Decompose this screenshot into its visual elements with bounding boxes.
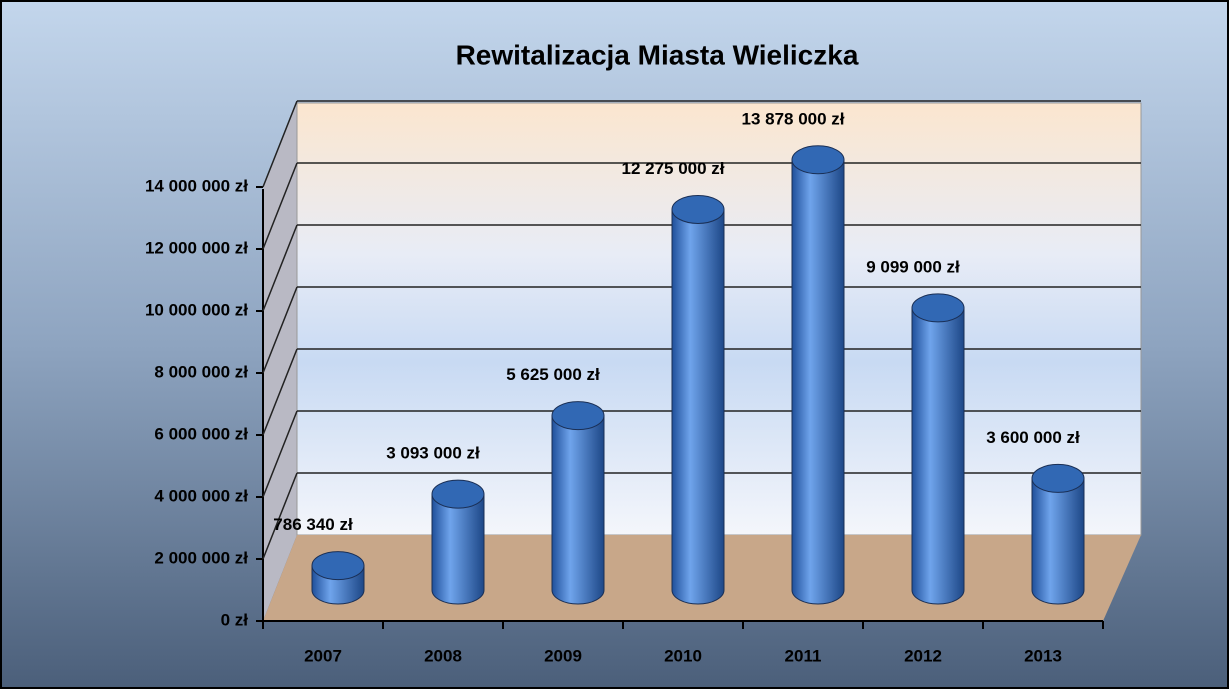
cylinder-top: [311, 551, 365, 581]
cylinder-body: [551, 415, 605, 605]
grid-line: [262, 472, 298, 560]
bar: [551, 401, 605, 605]
data-label: 786 340 zł: [273, 515, 353, 534]
y-tick-label: 8 000 000 zł: [154, 362, 248, 381]
grid-line: [262, 224, 298, 312]
x-tick-label: 2013: [1024, 646, 1062, 665]
y-tick-label: 2 000 000 zł: [154, 548, 248, 567]
y-tick-label: 14 000 000 zł: [145, 176, 248, 195]
bar: [311, 551, 365, 605]
side-wall: [263, 103, 297, 621]
cylinder-top: [551, 401, 605, 431]
grid-line: [262, 286, 298, 374]
grid-line: [262, 348, 298, 436]
cylinder-top: [671, 194, 725, 224]
bar: [911, 293, 965, 605]
x-tick-label: 2012: [904, 646, 942, 665]
cylinder-body: [1031, 477, 1085, 605]
bar: [1031, 463, 1085, 605]
bar: [431, 479, 485, 605]
data-label: 9 099 000 zł: [866, 257, 960, 276]
data-label: 13 878 000 zł: [741, 109, 844, 128]
x-tick-label: 2011: [785, 646, 822, 665]
x-tick-label: 2009: [544, 646, 582, 665]
x-tick-label: 2008: [424, 646, 462, 665]
data-label: 5 625 000 zł: [506, 365, 600, 384]
cylinder-top: [911, 293, 965, 323]
cylinder-top: [431, 479, 485, 509]
y-tick-label: 0 zł: [221, 610, 249, 629]
data-label: 3 093 000 zł: [386, 444, 480, 463]
grid-line: [262, 410, 298, 498]
chart-title: Rewitalizacja Miasta Wieliczka: [456, 39, 859, 70]
data-label: 12 275 000 zł: [621, 159, 724, 178]
cylinder-top: [1031, 463, 1085, 493]
y-tick-label: 6 000 000 zł: [154, 424, 248, 443]
y-tick-label: 12 000 000 zł: [145, 238, 248, 257]
grid-line: [262, 100, 298, 188]
bar: [791, 145, 845, 605]
cylinder-body: [431, 493, 485, 605]
cylinder-top: [791, 145, 845, 175]
y-tick-label: 10 000 000 zł: [145, 300, 248, 319]
cylinder-body: [911, 307, 965, 605]
y-tick-label: 4 000 000 zł: [154, 486, 248, 505]
bar: [671, 194, 725, 605]
cylinder-body: [671, 208, 725, 605]
data-label: 3 600 000 zł: [986, 428, 1080, 447]
x-tick-label: 2010: [664, 646, 702, 665]
grid-line: [262, 162, 298, 250]
cylinder-body: [791, 159, 845, 605]
x-tick-label: 2007: [304, 646, 342, 665]
